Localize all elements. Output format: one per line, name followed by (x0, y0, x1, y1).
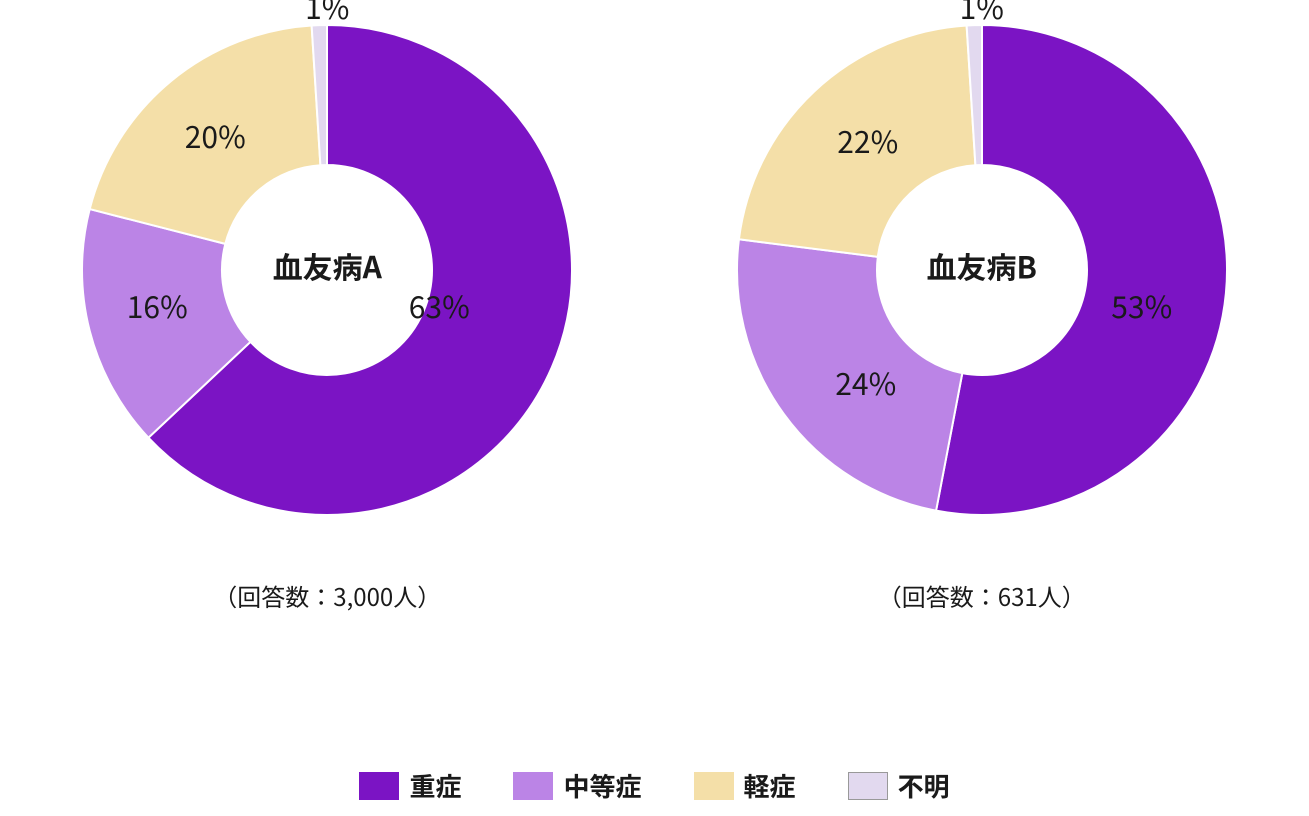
swatch-severe (359, 772, 399, 800)
donut-a-center-label: 血友病A (273, 244, 382, 288)
legend-label-unknown: 不明 (898, 767, 950, 804)
donut-a-wrap: 血友病A 63%16%20%1% (67, 10, 587, 530)
legend-label-severe: 重症 (409, 767, 461, 804)
pct-label-moderate: 16% (127, 283, 188, 327)
chart-block-a: 血友病A 63%16%20%1% （回答数：3,000人） (47, 10, 607, 670)
swatch-moderate (513, 772, 553, 800)
pct-label-unknown: 1% (960, 0, 1004, 28)
pct-label-severe: 63% (409, 283, 470, 327)
legend-item-moderate: 中等症 (513, 767, 641, 804)
donut-b-caption: （回答数：631人） (702, 578, 1262, 613)
legend-item-unknown: 不明 (848, 767, 950, 804)
pct-label-moderate: 24% (835, 360, 896, 404)
pct-label-unknown: 1% (305, 0, 349, 28)
legend: 重症 中等症 軽症 不明 (0, 767, 1309, 804)
donut-b-wrap: 血友病B 53%24%22%1% (722, 10, 1242, 530)
pct-label-mild: 20% (185, 113, 246, 157)
swatch-mild (694, 772, 734, 800)
donut-a-caption: （回答数：3,000人） (47, 578, 607, 613)
donut-b-center-label: 血友病B (927, 244, 1037, 288)
pct-label-severe: 53% (1111, 283, 1172, 327)
legend-item-mild: 軽症 (694, 767, 796, 804)
legend-label-moderate: 中等症 (563, 767, 641, 804)
chart-container: 血友病A 63% 16% 20% 1% （回答数：3,000人） 血友病B 53% 24… (0, 0, 1309, 816)
swatch-unknown (848, 772, 888, 800)
chart-pair: 血友病A 63%16%20%1% （回答数：3,000人） 血友病B 53%24… (0, 10, 1309, 670)
legend-item-severe: 重症 (359, 767, 461, 804)
legend-label-mild: 軽症 (744, 767, 796, 804)
pct-label-mild: 22% (837, 118, 898, 162)
chart-block-b: 血友病B 53%24%22%1% （回答数：631人） (702, 10, 1262, 670)
